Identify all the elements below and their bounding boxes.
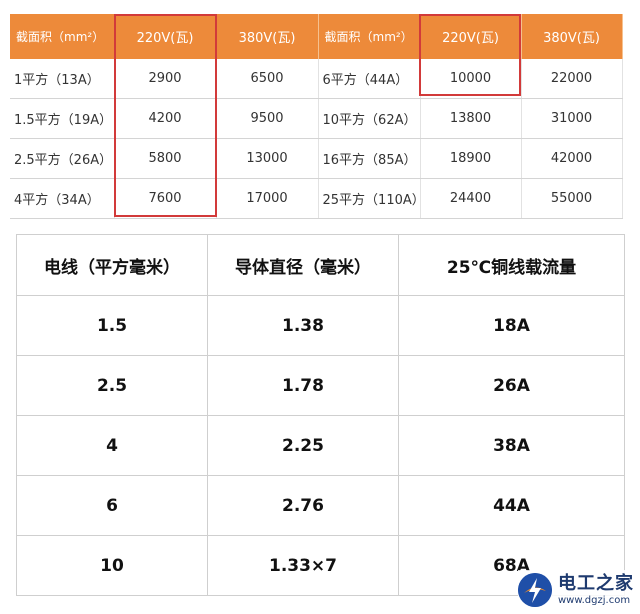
table-cell: 10 <box>16 535 208 596</box>
table-cell: 25平方（110A） <box>318 178 425 219</box>
table-row: 2.5 1.78 26A <box>16 355 625 416</box>
table-row: 1平方（13A） 2900 6500 6平方（44A） 10000 22000 <box>10 59 623 99</box>
table-cell: 2.5平方（26A） <box>10 138 115 179</box>
table-row: 4 2.25 38A <box>16 415 625 476</box>
wire-power-table: 截面积（mm²） 220V(瓦) 380V(瓦) 截面积（mm²） 220V(瓦… <box>10 14 623 219</box>
table-row: 1.5平方（19A） 4200 9500 10平方（62A） 13800 310… <box>10 98 623 139</box>
header-cell: 220V(瓦) <box>420 14 522 59</box>
table-cell: 6平方（44A） <box>318 59 421 99</box>
table-cell: 7600 <box>114 178 217 219</box>
header-cell: 截面积（mm²） <box>318 14 421 59</box>
table-row: 6 2.76 44A <box>16 475 625 536</box>
header-cell: 导体直径（毫米） <box>207 234 399 296</box>
table-cell: 5800 <box>114 138 217 179</box>
table-cell: 6500 <box>216 59 319 99</box>
ampacity-table-grid: 电线（平方毫米） 导体直径（毫米） 25℃铜线载流量 1.5 1.38 18A … <box>16 234 625 596</box>
table-cell: 18A <box>398 295 625 356</box>
table-row: 4平方（34A） 7600 17000 25平方（110A） 24400 550… <box>10 178 623 219</box>
watermark-url: www.dgzj.com <box>558 594 631 606</box>
header-cell: 380V(瓦) <box>216 14 319 59</box>
table-cell: 4平方（34A） <box>10 178 115 219</box>
table-cell: 38A <box>398 415 625 476</box>
table-cell: 10平方（62A） <box>318 98 421 139</box>
site-watermark: 电工之家 www.dgzj.com <box>518 570 634 610</box>
table-cell: 17000 <box>216 178 319 219</box>
table-cell: 13000 <box>216 138 319 179</box>
header-cell: 电线（平方毫米） <box>16 234 208 296</box>
table-cell: 4 <box>16 415 208 476</box>
table-cell: 1.33×7 <box>207 535 399 596</box>
table-cell: 26A <box>398 355 625 416</box>
watermark-title: 电工之家 <box>558 572 634 594</box>
table-cell: 1平方（13A） <box>10 59 115 99</box>
wire-power-table-grid: 截面积（mm²） 220V(瓦) 380V(瓦) 截面积（mm²） 220V(瓦… <box>10 14 623 219</box>
table-cell: 16平方（85A） <box>318 138 421 179</box>
table-cell: 2.76 <box>207 475 399 536</box>
table-cell: 55000 <box>521 178 623 219</box>
header-cell: 220V(瓦) <box>114 14 217 59</box>
table-cell: 42000 <box>521 138 623 179</box>
header-cell: 截面积（mm²） <box>10 14 115 59</box>
header-cell: 25℃铜线载流量 <box>398 234 625 296</box>
table-cell: 2.25 <box>207 415 399 476</box>
table-cell: 24400 <box>420 178 522 219</box>
table-cell: 44A <box>398 475 625 536</box>
table-cell: 2900 <box>114 59 217 99</box>
table-row: 2.5平方（26A） 5800 13000 16平方（85A） 18900 42… <box>10 138 623 179</box>
table-cell: 10000 <box>420 59 522 99</box>
header-cell: 380V(瓦) <box>521 14 623 59</box>
table-cell: 13800 <box>420 98 522 139</box>
table-cell: 6 <box>16 475 208 536</box>
table-header-row: 截面积（mm²） 220V(瓦) 380V(瓦) 截面积（mm²） 220V(瓦… <box>10 14 623 59</box>
table-cell: 18900 <box>420 138 522 179</box>
table-cell: 4200 <box>114 98 217 139</box>
table-cell: 1.38 <box>207 295 399 356</box>
lightning-bolt-icon <box>518 573 552 607</box>
table-cell: 22000 <box>521 59 623 99</box>
table-row: 1.5 1.38 18A <box>16 295 625 356</box>
table-row: 10 1.33×7 68A <box>16 535 625 596</box>
table-header-row: 电线（平方毫米） 导体直径（毫米） 25℃铜线载流量 <box>16 234 625 296</box>
table-cell: 2.5 <box>16 355 208 416</box>
table-cell: 1.78 <box>207 355 399 416</box>
copper-wire-ampacity-table: 电线（平方毫米） 导体直径（毫米） 25℃铜线载流量 1.5 1.38 18A … <box>16 234 625 596</box>
table-cell: 31000 <box>521 98 623 139</box>
table-cell: 9500 <box>216 98 319 139</box>
table-cell: 1.5平方（19A） <box>10 98 115 139</box>
table-cell: 1.5 <box>16 295 208 356</box>
